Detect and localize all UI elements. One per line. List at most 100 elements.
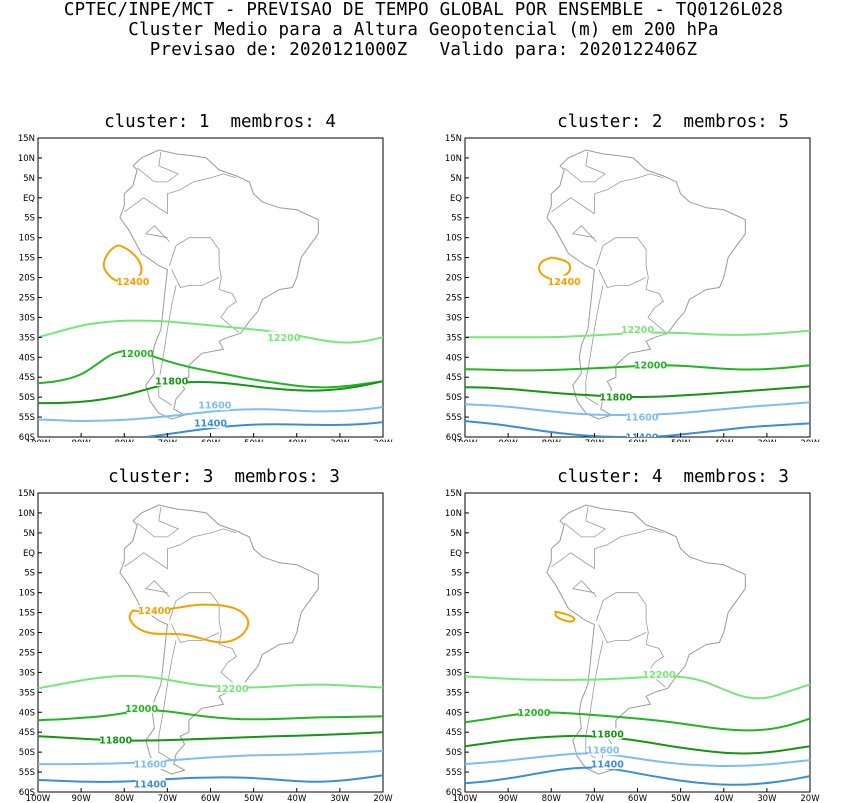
contour-11600 (465, 401, 810, 417)
country-border (144, 225, 170, 242)
country-border (563, 151, 607, 183)
country-border (158, 285, 177, 406)
plot-frame (464, 492, 811, 793)
y-tick-label: EQ (23, 549, 35, 559)
x-tick-label: 40W (714, 794, 734, 803)
y-tick-label: 35S (446, 688, 462, 698)
y-tick-label: 20S (19, 274, 35, 284)
map-plot: 12400 12200 12000 11800 11600 11400 15N 10N 5N EQ… (18, 489, 393, 803)
x-tick-label: 50W (671, 439, 691, 442)
header-line-1: CPTEC/INPE/MCT - PREVISAO DE TEMPO GLOBA… (63, 0, 784, 20)
y-tick-label: 15N (18, 489, 35, 499)
contour-label: 12400 (138, 606, 171, 617)
contour-label-bg (126, 702, 157, 714)
contour-label-bg (268, 331, 299, 343)
y-tick-label: 30S (19, 313, 35, 323)
y-tick-label: 5S (24, 569, 35, 579)
y-tick-label: 40S (446, 353, 462, 363)
y-tick-label: 20S (19, 629, 35, 639)
y-tick-label: 35S (19, 333, 35, 343)
x-tick-label: 60W (628, 439, 648, 442)
y-tick-label: 5N (450, 174, 462, 184)
y-tick-label: 10S (19, 589, 35, 599)
contour-11400 (465, 420, 810, 437)
y-tick-label: EQ (450, 194, 462, 204)
country-border (563, 506, 607, 538)
x-tick-label: 100W (26, 439, 51, 442)
y-tick-label: 60S (19, 433, 35, 442)
x-tick-label: 30W (757, 794, 777, 803)
y-tick-label: 25S (19, 648, 35, 658)
x-tick-label: 60W (628, 794, 648, 803)
contour-label-bg (600, 391, 631, 403)
x-tick-label: 20W (373, 439, 393, 442)
country-border (571, 580, 597, 597)
y-tick-label: 5S (451, 214, 462, 224)
contour-12000 (38, 709, 383, 722)
country-border (144, 580, 170, 597)
header-line-2: Cluster Medio para a Altura Geopotencial… (128, 20, 719, 40)
country-border (124, 528, 237, 570)
y-tick-label: 15N (445, 489, 462, 499)
x-tick-label: 40W (287, 439, 307, 442)
contour-11800 (38, 731, 383, 742)
x-tick-label: 20W (800, 794, 820, 803)
contour-label: 11800 (99, 736, 132, 747)
y-tick-label: 35S (19, 688, 35, 698)
contour-11800 (38, 380, 383, 405)
contour-label: 12000 (634, 361, 667, 372)
contour-label-bg (592, 758, 623, 770)
x-tick-label: 50W (244, 439, 264, 442)
contour-label: 11600 (586, 746, 619, 757)
country-border (169, 237, 239, 333)
y-tick-label: 10S (446, 234, 462, 244)
contour-12200 (465, 675, 810, 700)
panel-title: cluster: 3 membros: 3 (108, 467, 340, 487)
y-tick-label: 5N (450, 529, 462, 539)
y-tick-label: EQ (23, 194, 35, 204)
contour-label: 12400 (116, 277, 149, 288)
y-tick-label: 45S (446, 373, 462, 383)
map-layer: 12400 12200 12000 11800 11600 11400 (38, 149, 383, 437)
contour-label-bg (549, 275, 580, 287)
map-plot: 12400 12200 12000 11800 11600 11400 15N 10N 5N EQ… (18, 134, 393, 442)
y-tick-label: 20S (446, 274, 462, 284)
contour-label-bg (217, 682, 248, 694)
y-tick-label: 10N (445, 154, 462, 164)
y-tick-label: 50S (19, 393, 35, 403)
y-tick-label: 15S (19, 254, 35, 264)
x-tick-label: 80W (542, 439, 562, 442)
contour-label: 11600 (134, 760, 167, 771)
x-tick-label: 20W (373, 794, 393, 803)
x-tick-label: 40W (287, 794, 307, 803)
y-tick-label: 40S (19, 708, 35, 718)
contour-11600 (465, 752, 810, 767)
contour-label-bg (588, 744, 618, 756)
contour-label: 12000 (517, 708, 550, 719)
contour-label-bg (635, 359, 666, 371)
contour-label: 11400 (625, 433, 658, 443)
y-tick-label: 50S (446, 748, 462, 758)
contour-label: 12200 (621, 325, 654, 336)
cluster-panel-2: cluster: 2 membros: 5 12400 12200 12000 118… (427, 112, 847, 442)
contour-12000 (465, 711, 810, 732)
y-tick-label: 50S (19, 748, 35, 758)
y-tick-label: 55S (19, 413, 35, 423)
x-tick-label: 40W (714, 439, 734, 442)
y-tick-label: 10S (19, 234, 35, 244)
contour-12200 (38, 319, 383, 344)
x-tick-label: 50W (671, 794, 691, 803)
contour-12400 (128, 603, 250, 644)
contour-label-bg (122, 347, 153, 359)
y-tick-label: 10N (18, 509, 35, 519)
x-tick-label: 70W (585, 439, 605, 442)
panel-title: cluster: 2 membros: 5 (557, 112, 789, 132)
panel-title: cluster: 1 membros: 4 (104, 112, 336, 132)
map-layer: 12200 12000 11800 11600 11400 (465, 504, 810, 786)
y-tick-label: 5N (23, 529, 35, 539)
contour-11600 (38, 749, 383, 766)
contour-label-bg (626, 431, 657, 437)
map-layer: 12400 12200 12000 11800 11600 11400 (465, 149, 810, 443)
x-tick-label: 30W (330, 439, 350, 442)
x-tick-label: 70W (585, 794, 605, 803)
